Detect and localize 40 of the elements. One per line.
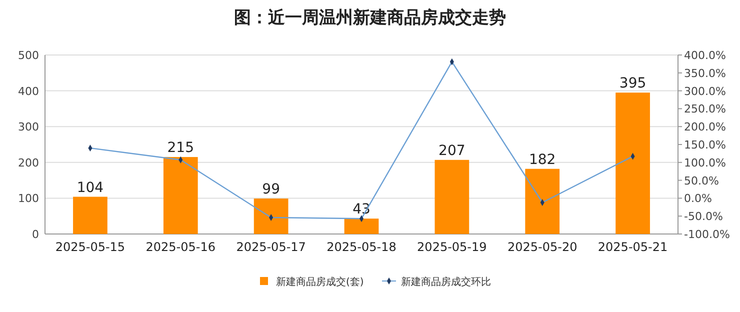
bar [163,157,198,234]
y-tick-label: 300 [18,120,39,134]
y2-tick-label: 300.0% [684,84,726,98]
bar [525,168,560,234]
y-tick-label: 200 [18,156,39,170]
bar [434,160,470,234]
legend-label: 新建商品房成交(套) [276,276,364,288]
x-tick-label: 2025-05-16 [146,240,216,254]
bar [254,198,288,234]
y-tick-label: 500 [18,49,39,62]
y2-tick-label: 350.0% [684,66,726,80]
y2-tick-label: -50.0% [684,210,723,224]
data-label: 104 [76,180,104,196]
bar [73,196,108,234]
bar [616,92,650,234]
y-tick-label: 100 [18,192,39,206]
legend-label: 新建商品房成交环比 [401,276,491,288]
chart-title: 图：近一周温州新建商品房成交走势 [234,8,506,28]
bar [344,218,379,234]
data-label: 99 [262,182,280,198]
x-tick-label: 2025-05-21 [598,240,668,254]
data-label: 182 [528,152,556,168]
y2-tick-label: 250.0% [684,102,726,116]
y2-tick-label: 200.0% [684,120,726,134]
y2-tick-label: 0.0% [684,192,712,206]
x-tick-label: 2025-05-18 [326,240,396,254]
x-tick-label: 2025-05-20 [507,240,578,254]
data-label: 395 [619,76,646,92]
data-label: 215 [167,140,194,156]
x-tick-label: 2025-05-17 [236,240,306,254]
y2-tick-label: 150.0% [684,138,726,152]
y-tick-label: 400 [18,84,39,98]
y2-tick-label: 50.0% [684,174,719,188]
x-tick-label: 2025-05-15 [55,240,126,254]
y2-tick-label: -100.0% [684,228,730,241]
data-label: 207 [438,142,466,159]
y2-tick-label: 400.0% [684,49,726,62]
y2-tick-label: 100.0% [684,156,726,170]
y-tick-label: 0 [32,228,39,241]
x-tick-label: 2025-05-19 [417,240,487,254]
